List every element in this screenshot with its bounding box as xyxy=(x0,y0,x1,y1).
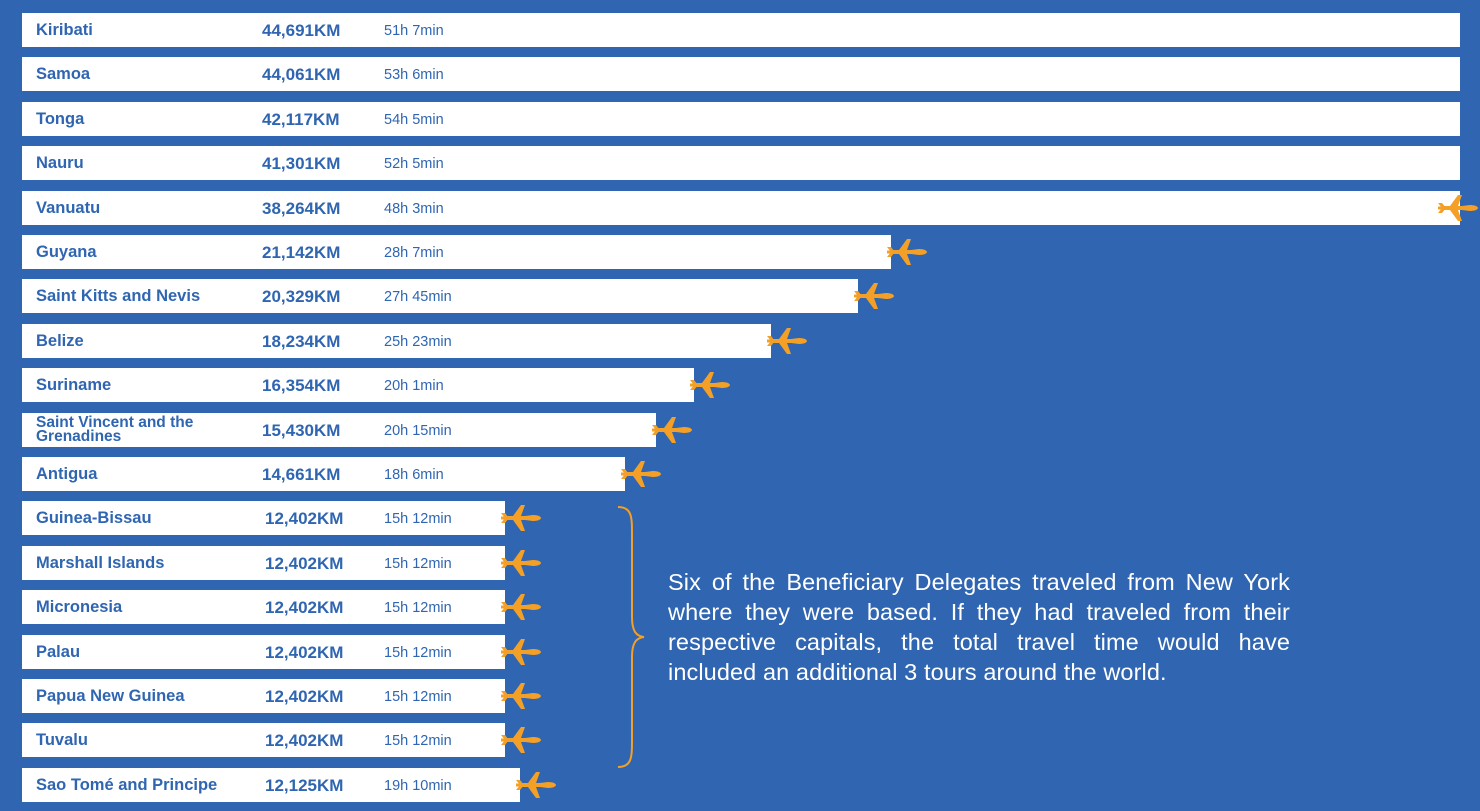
distance-label: 12,125KM xyxy=(265,776,344,795)
bar xyxy=(0,102,1460,136)
distance-label: 12,402KM xyxy=(265,643,344,662)
distance-label: 20,329KM xyxy=(262,287,341,306)
plane-icon xyxy=(852,281,896,311)
bar xyxy=(0,723,505,757)
bar xyxy=(0,501,505,535)
country-label: Samoa xyxy=(36,65,91,83)
country-label: Kiribati xyxy=(36,21,93,39)
country-label: Belize xyxy=(36,332,84,350)
country-label: Sao Tomé and Principe xyxy=(36,776,218,794)
plane-icon xyxy=(650,415,694,445)
travel-time-label: 15h 12min xyxy=(384,645,452,661)
country-label: Saint Vincent and the Grenadines xyxy=(36,414,194,445)
country-label: Saint Kitts and Nevis xyxy=(36,287,201,305)
country-label: Tuvalu xyxy=(36,731,88,749)
bar xyxy=(0,13,1460,47)
plane-icon xyxy=(499,548,543,578)
bar xyxy=(0,57,1460,91)
bar xyxy=(0,679,505,713)
bar xyxy=(0,457,625,491)
bar xyxy=(0,590,505,624)
plane-icon xyxy=(499,503,543,533)
plane-icon xyxy=(514,770,558,800)
travel-time-label: 52h 5min xyxy=(384,156,444,172)
distance-label: 44,061KM xyxy=(262,65,341,84)
travel-time-label: 53h 6min xyxy=(384,67,444,83)
distance-label: 15,430KM xyxy=(262,421,341,440)
country-label: Vanuatu xyxy=(36,199,101,217)
bar xyxy=(0,235,891,269)
annotation-note: Six of the Beneficiary Delegates travele… xyxy=(668,569,1290,685)
country-label: Guyana xyxy=(36,243,97,261)
travel-time-label: 15h 12min xyxy=(384,689,452,705)
travel-time-label: 25h 23min xyxy=(384,334,452,350)
travel-time-label: 19h 10min xyxy=(384,778,452,794)
distance-label: 21,142KM xyxy=(262,243,341,262)
country-label: Palau xyxy=(36,643,81,661)
country-label: Micronesia xyxy=(36,598,123,616)
distance-label: 16,354KM xyxy=(262,376,341,395)
plane-icon xyxy=(1436,193,1480,223)
country-label: Nauru xyxy=(36,154,84,172)
travel-time-label: 15h 12min xyxy=(384,733,452,749)
distance-label: 41,301KM xyxy=(262,154,341,173)
bar xyxy=(0,191,1460,225)
bar xyxy=(0,635,505,669)
bar xyxy=(0,146,1460,180)
travel-time-label: 15h 12min xyxy=(384,600,452,616)
plane-icon xyxy=(499,725,543,755)
distance-label: 12,402KM xyxy=(265,509,344,528)
plane-icon xyxy=(688,370,732,400)
distance-label: 18,234KM xyxy=(262,332,341,351)
distance-label: 44,691KM xyxy=(262,21,341,40)
bar xyxy=(0,768,520,802)
country-label: Guinea-Bissau xyxy=(36,509,152,527)
distance-label: 12,402KM xyxy=(265,731,344,750)
country-label: Antigua xyxy=(36,465,98,483)
distance-label: 14,661KM xyxy=(262,465,341,484)
bar xyxy=(0,279,858,313)
country-label: Papua New Guinea xyxy=(36,687,185,705)
plane-icon xyxy=(499,637,543,667)
plane-icon xyxy=(499,592,543,622)
travel-time-label: 15h 12min xyxy=(384,556,452,572)
bar xyxy=(0,368,694,402)
travel-time-label: 18h 6min xyxy=(384,467,444,483)
travel-time-label: 27h 45min xyxy=(384,289,452,305)
bar xyxy=(0,546,505,580)
country-label: Suriname xyxy=(36,376,112,394)
plane-icon xyxy=(885,237,929,267)
group-brace xyxy=(617,506,645,768)
travel-time-label: 20h 15min xyxy=(384,423,452,439)
distance-label: 12,402KM xyxy=(265,687,344,706)
country-label: Marshall Islands xyxy=(36,554,165,572)
distance-label: 42,117KM xyxy=(262,110,340,129)
distance-label: 38,264KM xyxy=(262,199,341,218)
bar xyxy=(0,413,656,447)
plane-icon xyxy=(619,459,663,489)
travel-time-label: 51h 7min xyxy=(384,23,444,39)
plane-icon xyxy=(499,681,543,711)
plane-icon xyxy=(765,326,809,356)
country-label: Tonga xyxy=(36,110,85,128)
distance-label: 12,402KM xyxy=(265,554,344,573)
bar xyxy=(0,324,771,358)
travel-time-label: 48h 3min xyxy=(384,201,444,217)
distance-label: 12,402KM xyxy=(265,598,344,617)
travel-time-label: 54h 5min xyxy=(384,112,444,128)
travel-time-label: 20h 1min xyxy=(384,378,444,394)
travel-time-label: 28h 7min xyxy=(384,245,444,261)
travel-time-label: 15h 12min xyxy=(384,511,452,527)
